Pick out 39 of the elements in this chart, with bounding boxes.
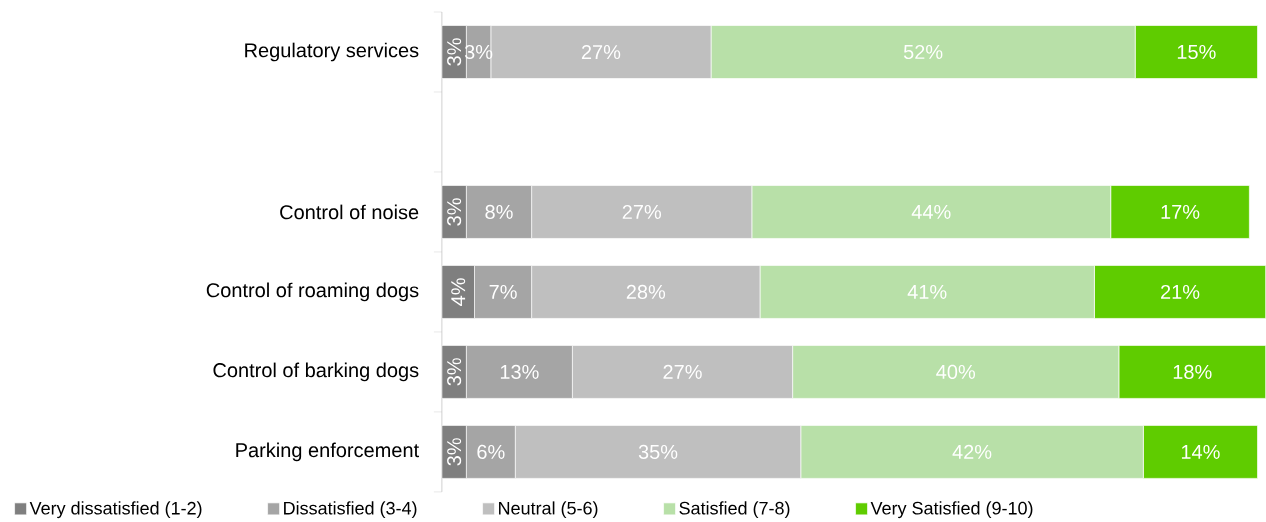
data-label: 3% bbox=[447, 438, 462, 466]
y-tick-label: Control of barking dogs bbox=[213, 362, 419, 382]
data-label: 27% bbox=[581, 45, 621, 60]
data-label: 7% bbox=[489, 285, 517, 300]
data-label: 21% bbox=[1161, 285, 1200, 300]
data-label: 18% bbox=[1173, 364, 1212, 380]
data-label: 44% bbox=[911, 205, 951, 220]
data-label: 15% bbox=[1177, 45, 1216, 60]
data-label: 27% bbox=[663, 365, 702, 380]
legend-label: Neutral (5-6) bbox=[499, 501, 598, 519]
data-label: 35% bbox=[638, 444, 678, 460]
bar bbox=[1118, 345, 1266, 399]
legend-label: Very Satisfied (9-10) bbox=[870, 501, 1033, 519]
data-label: 52% bbox=[903, 45, 943, 60]
data-label: 8% bbox=[485, 205, 513, 220]
y-tick-label: Parking enforcement bbox=[236, 442, 419, 462]
data-label: 41% bbox=[907, 285, 947, 300]
data-label: 28% bbox=[626, 284, 666, 300]
bar bbox=[1134, 25, 1258, 79]
y-tick-label: Regulatory services bbox=[245, 42, 419, 62]
data-label: 27% bbox=[622, 205, 661, 220]
data-label: 4% bbox=[451, 278, 466, 307]
bar bbox=[1142, 425, 1258, 479]
legend-label: Dissatisfied (3-4) bbox=[284, 501, 417, 519]
y-tick-label: Control of roaming dogs bbox=[206, 282, 419, 302]
data-label: 3% bbox=[447, 358, 462, 386]
y-tick-label: Control of noise bbox=[280, 204, 419, 220]
data-label: 40% bbox=[936, 364, 976, 380]
data-label: 6% bbox=[477, 444, 505, 460]
data-label: 14% bbox=[1181, 445, 1220, 460]
data-label: 13% bbox=[500, 364, 539, 380]
data-label: 17% bbox=[1161, 205, 1200, 220]
data-label: 3% bbox=[447, 198, 462, 226]
bar bbox=[1110, 185, 1250, 239]
legend-label: Satisfied (7-8) bbox=[679, 501, 790, 519]
legend-label: Very dissatisfied (1-2) bbox=[29, 501, 202, 519]
bar bbox=[1094, 265, 1266, 319]
data-label: 42% bbox=[952, 444, 992, 460]
data-label: 3% bbox=[447, 38, 462, 66]
